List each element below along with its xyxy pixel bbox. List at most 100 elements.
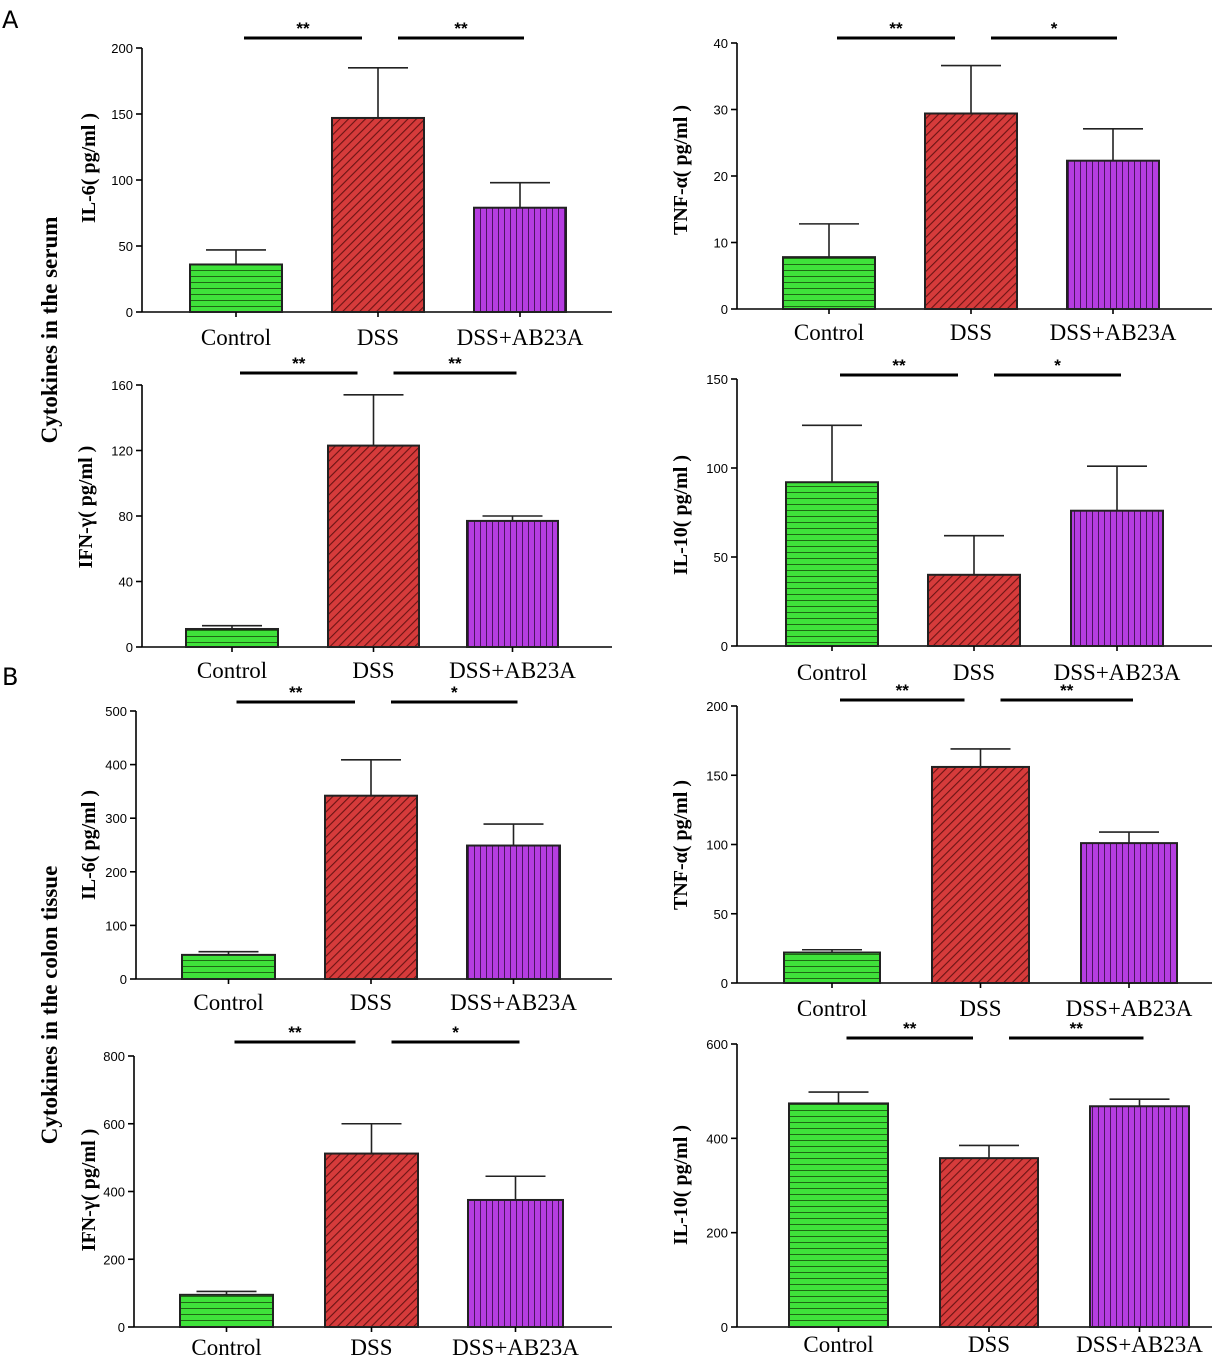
significance-label: ** [288, 1023, 302, 1042]
y-tick-label: 0 [126, 305, 133, 320]
chart-b-top-right: 0 50 100 150 200 TNF-α( pg/ml ) Control DSS DSS+… [670, 681, 1212, 1021]
significance-label: * [452, 1023, 459, 1042]
chart-b-bottom-left: 0 200 400 600 800 IFN-γ( pg/ml ) Control DSS DSS… [78, 1023, 612, 1356]
y-tick-label: 100 [111, 173, 133, 188]
chart-b-top-left: 0 100 200 300 400 500 IL-6( pg/ml ) Control DSS D… [78, 683, 612, 1015]
y-tick-label: 30 [714, 103, 728, 118]
y-axis-label: IL-6( pg/ml ) [78, 113, 100, 223]
chart-b-bottom-right: 0 200 400 600 IL-10( pg/ml ) Control DSS DSS+AB… [670, 1019, 1212, 1356]
y-tick-label: 0 [118, 1320, 125, 1335]
significance-label: ** [454, 19, 468, 38]
bar-control [788, 1102, 889, 1329]
y-tick-label: 50 [119, 239, 133, 254]
panel-label-a: A [2, 6, 19, 34]
y-tick-label: 160 [111, 378, 133, 393]
significance-label: ** [289, 683, 303, 702]
significance-label: ** [448, 354, 462, 373]
y-tick-label: 150 [111, 107, 133, 122]
bar-dss-ab23a [1089, 1105, 1190, 1329]
bar-dss-ab23a [467, 1198, 564, 1328]
category-label: DSS [357, 325, 399, 350]
y-tick-label: 40 [714, 36, 728, 51]
chart-a-bottom-left: 0 40 80 120 160 IFN-γ( pg/ml ) Control DSS DSS+A… [75, 354, 612, 683]
category-label: DSS [350, 1335, 392, 1356]
y-tick-label: 10 [714, 236, 728, 251]
chart-a-bottom-right: 0 50 100 150 IL-10( pg/ml ) Control DSS DSS+AB2… [670, 356, 1212, 685]
section-label-serum: Cytokines in the serum [37, 217, 62, 444]
category-label: DSS+AB23A [452, 1335, 579, 1356]
bar-dss [327, 444, 420, 648]
category-label: Control [794, 320, 864, 345]
y-tick-label: 120 [111, 444, 133, 459]
y-tick-label: 200 [706, 699, 728, 714]
category-label: DSS [959, 996, 1001, 1021]
category-label: DSS [350, 990, 392, 1015]
y-tick-label: 400 [706, 1131, 728, 1146]
section-label-colon-tissue: Cytokines in the colon tissue [37, 866, 62, 1145]
significance-label: ** [892, 356, 906, 375]
bar-dss-ab23a [1066, 159, 1160, 310]
category-label: Control [797, 996, 867, 1021]
y-axis-label: TNF-α( pg/ml ) [670, 105, 692, 235]
bar-control [185, 627, 279, 648]
y-tick-label: 200 [111, 41, 133, 56]
y-tick-label: 50 [714, 907, 728, 922]
y-axis-label: TNF-α( pg/ml ) [670, 780, 692, 910]
y-tick-label: 20 [714, 169, 728, 184]
significance-label: * [1054, 356, 1061, 375]
category-label: Control [191, 1335, 261, 1356]
bar-control [179, 1293, 274, 1328]
category-label: DSS+AB23A [1076, 1332, 1203, 1356]
category-label: DSS+AB23A [1054, 660, 1181, 685]
bar-control [181, 953, 276, 981]
category-label: DSS [968, 1332, 1010, 1356]
bar-dss [927, 573, 1021, 647]
bar-dss [939, 1157, 1039, 1328]
bar-dss-ab23a [466, 844, 561, 981]
y-tick-label: 500 [105, 704, 127, 719]
bar-dss-ab23a [473, 206, 567, 313]
y-axis-label: IL-6( pg/ml ) [78, 790, 100, 900]
y-tick-label: 400 [105, 758, 127, 773]
y-tick-label: 0 [120, 972, 127, 987]
category-label: DSS [953, 660, 995, 685]
y-tick-label: 40 [119, 575, 133, 590]
bar-dss [324, 794, 418, 980]
category-label: Control [193, 990, 263, 1015]
bar-dss [931, 765, 1030, 984]
y-tick-label: 800 [103, 1049, 125, 1064]
bar-dss [324, 1152, 419, 1329]
y-axis-label: IFN-γ( pg/ml ) [78, 1129, 100, 1252]
bar-dss-ab23a [1080, 842, 1178, 984]
y-tick-label: 0 [721, 976, 728, 991]
y-tick-label: 150 [706, 768, 728, 783]
panel-label-b: B [2, 663, 18, 691]
y-tick-label: 200 [103, 1252, 125, 1267]
chart-a-top-left: 0 50 100 150 200 IL-6( pg/ml ) Control DSS DSS+A… [78, 19, 612, 350]
significance-label: ** [1060, 681, 1074, 700]
y-axis-label: IL-10( pg/ml ) [670, 1125, 692, 1245]
significance-label: ** [292, 354, 306, 373]
y-tick-label: 0 [721, 1320, 728, 1335]
category-label: Control [797, 660, 867, 685]
significance-label: ** [896, 681, 910, 700]
category-label: Control [803, 1332, 873, 1356]
bar-dss [331, 116, 425, 313]
significance-label: ** [903, 1019, 917, 1038]
category-label: DSS [352, 658, 394, 683]
y-tick-label: 400 [103, 1185, 125, 1200]
bar-control [783, 951, 881, 985]
y-tick-label: 0 [721, 302, 728, 317]
y-tick-label: 0 [721, 639, 728, 654]
significance-label: * [451, 683, 458, 702]
y-tick-label: 100 [706, 461, 728, 476]
y-axis-label: IL-10( pg/ml ) [670, 455, 692, 575]
category-label: DSS+AB23A [449, 658, 576, 683]
y-tick-label: 600 [103, 1117, 125, 1132]
y-tick-label: 300 [105, 811, 127, 826]
category-label: DSS+AB23A [457, 325, 584, 350]
category-label: DSS [950, 320, 992, 345]
y-tick-label: 200 [706, 1226, 728, 1241]
y-tick-label: 100 [105, 918, 127, 933]
